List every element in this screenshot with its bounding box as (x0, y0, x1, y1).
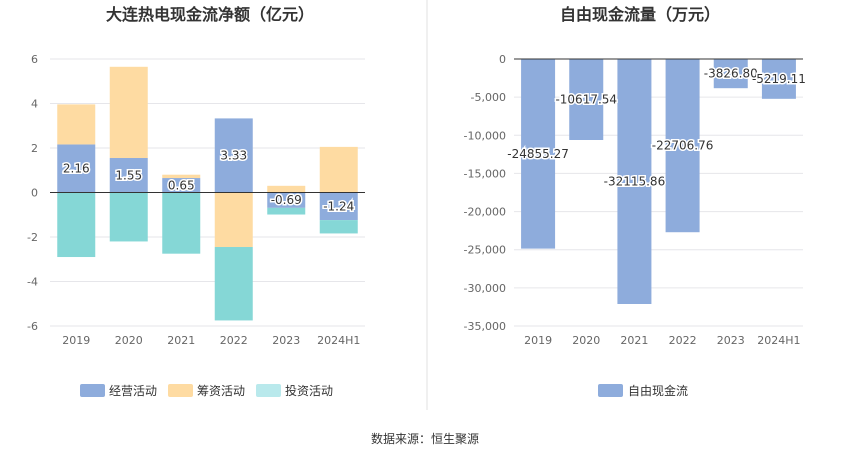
data-label: 2.16 (63, 161, 90, 175)
bar-自由现金流-2024H1 (761, 59, 796, 99)
bar-自由现金流-2022 (665, 59, 700, 233)
bar-经营活动-2022 (214, 118, 253, 193)
legend-label: 自由现金流 (628, 383, 688, 398)
x-tick-label: 2022 (220, 334, 248, 347)
fcf-y-axis: -35,000 -30,000 -25,000 -20,000 -15,000 -10,0… (464, 53, 506, 333)
cashflow-gridlines (50, 58, 365, 327)
legend-swatch (256, 384, 281, 397)
cashflow-x-axis: 2019 2020 2021 2022 2023 2024H1 (62, 334, 360, 347)
bar-经营活动-2023 (267, 192, 306, 208)
data-label: -32115.86 (604, 174, 666, 188)
bar-投资活动-2024H1 (319, 220, 358, 234)
cashflow-legend: 经营活动 筹资活动 投资活动 (80, 383, 333, 398)
y-tick-label: 4 (31, 98, 38, 111)
x-tick-label: 2019 (62, 334, 90, 347)
bar-经营活动-2024H1 (319, 192, 358, 221)
data-label: -0.69 (271, 193, 302, 207)
y-tick-label: 2 (31, 142, 38, 155)
fcf-chart-title: 自由现金流量（万元） (560, 5, 720, 24)
cashflow-data-labels: 2.16 1.55 0.65 3.33 -0.69 -1.24 (61, 147, 355, 215)
bar-筹资活动-2022 (214, 192, 253, 248)
data-label: -3826.80 (704, 67, 758, 81)
bar-自由现金流-2020 (569, 59, 604, 140)
legend-label: 经营活动 (109, 384, 157, 398)
data-label: 0.65 (168, 178, 195, 192)
bar-筹资活动-2024H1 (319, 146, 358, 193)
legend-label: 投资活动 (285, 383, 333, 398)
data-label: -1.24 (323, 199, 354, 213)
legend-label: 筹资活动 (197, 384, 245, 398)
y-tick-label: -35,000 (464, 320, 506, 333)
y-tick-label: -5,000 (471, 91, 506, 104)
y-tick-label: -2 (27, 231, 38, 244)
y-tick-label: 6 (31, 53, 38, 66)
fcf-bars (521, 59, 796, 304)
x-tick-label: 2023 (717, 334, 745, 347)
y-tick-label: 0 (31, 187, 38, 200)
bar-经营活动-2019 (57, 144, 96, 193)
data-label: -22706.76 (652, 139, 714, 153)
data-source: 数据来源：恒生聚源 (371, 431, 479, 446)
data-label: 1.55 (115, 168, 142, 182)
bar-投资活动-2022 (214, 247, 253, 321)
bar-筹资活动-2021 (162, 174, 201, 179)
cashflow-chart: 大连热电现金流净额（亿元） -6 -4 -2 0 2 4 6 2.16 1.55 0.65 3.3… (27, 5, 365, 398)
fcf-x-axis: 2019 2020 2021 2022 2023 2024H1 (524, 334, 800, 347)
cashflow-chart-title: 大连热电现金流净额（亿元） (106, 5, 314, 24)
x-tick-label: 2021 (620, 334, 648, 347)
legend-swatch (598, 384, 623, 397)
bar-投资活动-2019 (57, 192, 96, 258)
bar-筹资活动-2019 (57, 104, 96, 145)
x-tick-label: 2019 (524, 334, 552, 347)
bar-投资活动-2023 (267, 207, 306, 215)
y-tick-label: -10,000 (464, 129, 506, 142)
y-tick-label: -15,000 (464, 167, 506, 180)
bar-筹资活动-2023 (267, 185, 306, 193)
cashflow-bars (57, 66, 358, 321)
x-tick-label: 2021 (167, 334, 195, 347)
fcf-data-labels: -24855.27 -10617.54 -32115.86 -22706.76 -382… (506, 65, 808, 190)
data-label: -24855.27 (507, 147, 569, 161)
x-tick-label: 2024H1 (317, 334, 360, 347)
cashflow-y-axis: -6 -4 -2 0 2 4 6 (27, 53, 38, 333)
bar-投资活动-2020 (109, 192, 148, 242)
x-tick-label: 2020 (572, 334, 600, 347)
bar-自由现金流-2023 (713, 59, 748, 89)
data-label: -5219.11 (752, 72, 806, 86)
bar-投资活动-2021 (162, 192, 201, 254)
bar-经营活动-2021 (162, 178, 201, 193)
x-tick-label: 2022 (669, 334, 697, 347)
y-tick-label: -25,000 (464, 244, 506, 257)
fcf-gridlines (514, 96, 803, 327)
bar-筹资活动-2020 (109, 66, 148, 159)
bar-自由现金流-2021 (617, 59, 652, 304)
x-tick-label: 2020 (115, 334, 143, 347)
bar-经营活动-2020 (109, 158, 148, 193)
legend-swatch (80, 384, 105, 397)
x-tick-label: 2023 (272, 334, 300, 347)
y-tick-label: -20,000 (464, 206, 506, 219)
legend-swatch (168, 384, 193, 397)
x-tick-label: 2024H1 (757, 334, 800, 347)
bar-自由现金流-2019 (521, 59, 556, 249)
data-label: 3.33 (220, 148, 247, 162)
y-tick-label: 0 (499, 53, 506, 66)
y-tick-label: -30,000 (464, 282, 506, 295)
fcf-chart: 自由现金流量（万元） -35,000-30,000-25,000-20,000-… (464, 5, 808, 398)
fcf-legend: 自由现金流 (598, 383, 688, 398)
y-tick-label: -4 (27, 276, 38, 289)
y-tick-label: -6 (27, 320, 38, 333)
data-label: -10617.54 (555, 92, 617, 106)
